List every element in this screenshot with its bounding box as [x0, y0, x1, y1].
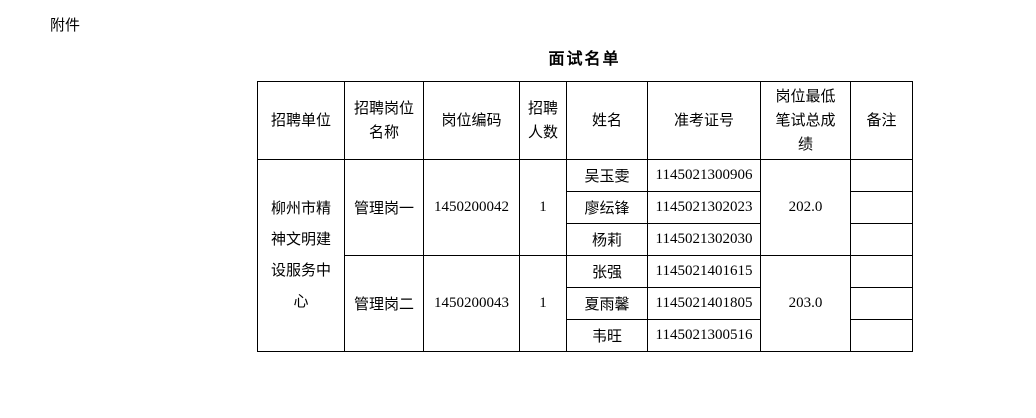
cell-ticket-no: 1145021401805 — [647, 287, 761, 320]
table-title: 面试名单 — [548, 51, 621, 68]
cell-min-score-2: 203.0 — [760, 255, 851, 352]
cell-remark — [850, 191, 913, 224]
table-row: 管理岗二 1450200043 1 张强 1145021401615 203.0 — [258, 255, 913, 352]
cell-remark — [850, 223, 913, 256]
cell-ticket-no: 1145021302030 — [647, 223, 761, 256]
table-row: 廖纭锋 1145021302023 — [258, 191, 913, 224]
cell-ticket-no: 1145021302023 — [647, 191, 761, 224]
cell-candidate-name: 韦旺 — [566, 319, 648, 352]
cell-min-score-1: 202.0 — [760, 159, 851, 256]
cell-candidate-name: 廖纭锋 — [566, 191, 648, 224]
cell-candidate-name: 吴玉雯 — [566, 159, 648, 192]
cell-position-code-2: 1450200043 — [423, 255, 520, 352]
col-header-remark: 备注 — [850, 81, 913, 160]
table-row: 柳州市精神文明建设服务中心 管理岗一 1450200042 1 吴玉雯 1145… — [257, 159, 913, 352]
cell-headcount-1: 1 — [519, 159, 567, 256]
cell-remark — [850, 319, 913, 352]
interview-list-table: 招聘单位 招聘岗位名称 岗位编码 招聘人数 姓名 准考证号 岗位最低笔试总成绩 … — [257, 81, 913, 352]
cell-candidate-name: 夏雨馨 — [566, 287, 648, 320]
cell-ticket-no: 1145021300906 — [647, 159, 761, 192]
cell-position-name-2: 管理岗二 — [344, 255, 424, 352]
table-row: 韦旺 1145021300516 — [258, 319, 913, 352]
col-header-recruiting-unit: 招聘单位 — [257, 81, 345, 160]
table-row: 夏雨馨 1145021401805 — [258, 287, 913, 320]
table-header-row: 招聘单位 招聘岗位名称 岗位编码 招聘人数 姓名 准考证号 岗位最低笔试总成绩 … — [257, 81, 913, 160]
cell-position-name-1: 管理岗一 — [344, 159, 424, 256]
attachment-label: 附件 — [50, 18, 81, 34]
col-header-min-score: 岗位最低笔试总成绩 — [760, 81, 851, 160]
cell-headcount-2: 1 — [519, 255, 567, 352]
cell-candidate-name: 张强 — [566, 255, 648, 288]
cell-remark — [850, 287, 913, 320]
cell-remark — [850, 255, 913, 288]
cell-recruiting-unit: 柳州市精神文明建设服务中心 — [257, 159, 345, 352]
cell-candidate-name: 杨莉 — [566, 223, 648, 256]
col-header-name: 姓名 — [566, 81, 648, 160]
col-header-position-code: 岗位编码 — [423, 81, 520, 160]
col-header-position-name: 招聘岗位名称 — [344, 81, 424, 160]
cell-ticket-no: 1145021300516 — [647, 319, 761, 352]
cell-position-code-1: 1450200042 — [423, 159, 520, 256]
cell-ticket-no: 1145021401615 — [647, 255, 761, 288]
col-header-ticket-no: 准考证号 — [647, 81, 761, 160]
col-header-headcount: 招聘人数 — [519, 81, 567, 160]
table-row: 杨莉 1145021302030 — [258, 223, 913, 256]
cell-remark — [850, 159, 913, 192]
